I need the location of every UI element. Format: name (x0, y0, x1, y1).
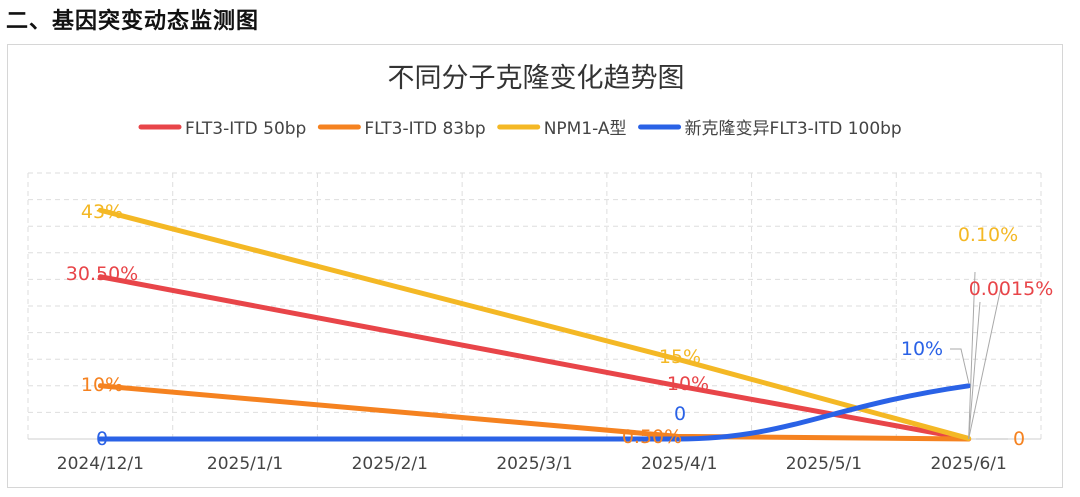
data-label: 0 (96, 428, 108, 450)
leader-line (968, 301, 981, 440)
series-lines (97, 207, 972, 442)
x-tick-label: 2025/2/1 (352, 454, 428, 474)
chart-title: 不同分子克隆变化趋势图 (388, 63, 685, 94)
data-label: 10% (901, 338, 943, 360)
data-label: 30.50% (66, 263, 138, 285)
data-label: 0.0015% (969, 278, 1054, 300)
data-label: 43% (81, 201, 123, 223)
data-label: 0.10% (958, 224, 1018, 246)
leader-line (950, 348, 970, 385)
chart-frame: 不同分子克隆变化趋势图 FLT3-ITD 50bp FLT3-ITD 83bp NP… (7, 44, 1063, 488)
section-heading: 二、基因突变动态监测图 (6, 8, 260, 34)
data-label: 0 (1013, 428, 1025, 450)
x-tick-label: 2025/1/1 (207, 454, 283, 474)
leader-line (968, 286, 1002, 440)
data-label: 0 (674, 403, 686, 425)
legend-label: FLT3-ITD 50bp (185, 119, 306, 139)
leader-line (968, 271, 976, 440)
trend-chart: 不同分子克隆变化趋势图 FLT3-ITD 50bp FLT3-ITD 83bp NP… (27, 63, 1054, 474)
series-line (97, 383, 972, 442)
x-tick-label: 2025/3/1 (496, 454, 572, 474)
x-tick-label: 2025/6/1 (930, 454, 1006, 474)
data-label: 10% (667, 373, 709, 395)
series-line (97, 274, 972, 442)
legend-label: 新克隆变异FLT3-ITD 100bp (685, 119, 902, 139)
legend-label: FLT3-ITD 83bp (364, 119, 485, 139)
data-label: 15% (659, 346, 701, 368)
legend: FLT3-ITD 50bp FLT3-ITD 83bp NPM1-A型 新克隆变异FL… (138, 119, 902, 139)
legend-label: NPM1-A型 (544, 119, 627, 139)
x-tick-label: 2025/4/1 (641, 454, 717, 474)
data-label: 0.50% (622, 426, 682, 448)
x-tick-label: 2025/5/1 (786, 454, 862, 474)
x-tick-label: 2024/12/1 (57, 454, 144, 474)
x-axis-ticks: 2024/12/1 2025/1/1 2025/2/1 2025/3/1 2025/4/… (57, 454, 1007, 474)
data-labels: 30.50%10%0.0015%10%0.50% 043%15%0.10%0010… (66, 201, 1054, 450)
series-line (97, 383, 972, 442)
series-line (97, 207, 972, 441)
data-label: 10% (81, 374, 123, 396)
